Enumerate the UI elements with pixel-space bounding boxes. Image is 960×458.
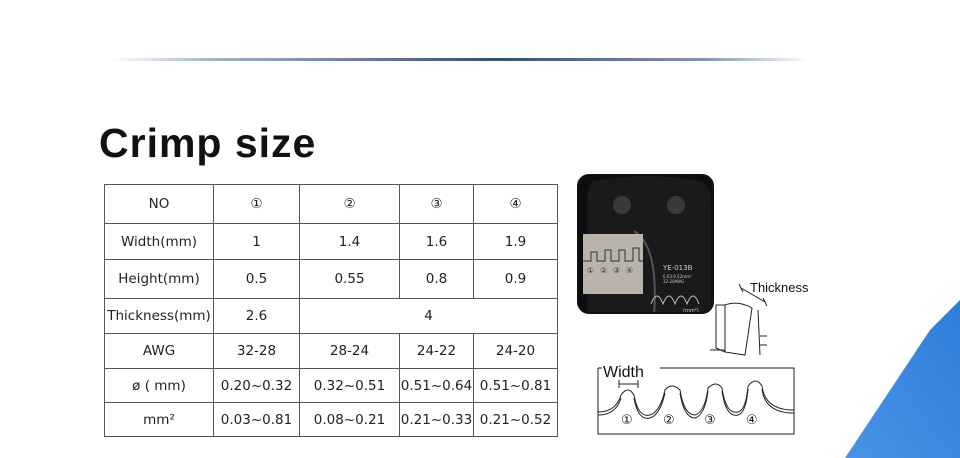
cell: 0.51~0.64	[399, 368, 474, 403]
table-header-row: NO ① ② ③ ④	[104, 184, 558, 224]
header-cell: ④	[473, 184, 558, 224]
cell: 0.32~0.51	[299, 368, 400, 403]
row-label: Height(mm)	[104, 259, 214, 299]
cell: 0.9	[473, 259, 558, 299]
cell: 24-22	[399, 333, 474, 369]
page-title: Crimp size	[99, 120, 317, 166]
table-row: ø ( mm) 0.20~0.32 0.32~0.51 0.51~0.64 0.…	[104, 368, 558, 403]
table-row: mm² 0.03~0.81 0.08~0.21 0.21~0.33 0.21~0…	[104, 402, 558, 437]
unit-label: (mm²)	[683, 308, 699, 314]
header-divider	[110, 58, 810, 61]
cell: 0.51~0.81	[473, 368, 558, 403]
die-mark: ①	[587, 266, 594, 275]
cell: 0.03~0.81	[213, 402, 300, 437]
table-row: Height(mm) 0.5 0.55 0.8 0.9	[104, 259, 558, 299]
cell: 24-20	[473, 333, 558, 369]
cell: 0.5	[213, 259, 300, 299]
cell: 0.21~0.52	[473, 402, 558, 437]
spec-label: 32-20AWG	[663, 279, 684, 284]
die-mark: ②	[663, 413, 675, 428]
crimp-size-table: NO ① ② ③ ④ Width(mm) 1 1.4 1.6 1.9 Heigh…	[104, 184, 558, 437]
model-label: YE-013B	[662, 264, 693, 272]
cell: 32-28	[213, 333, 300, 369]
cell: 2.6	[213, 298, 300, 334]
cell: 1.9	[473, 223, 558, 260]
die-mark: ④	[746, 413, 758, 428]
cell: 0.08~0.21	[299, 402, 400, 437]
die-mark: ①	[621, 413, 633, 428]
row-label: Width(mm)	[104, 223, 214, 260]
row-label: ø ( mm)	[104, 368, 214, 403]
cell: 4	[299, 298, 558, 334]
crimp-tool-photo: ① ② ③ ④ YE-013B 0.03-0.52mm² 32-20AWG (m…	[577, 174, 714, 314]
thickness-label: Thickness	[750, 280, 809, 295]
cell: 0.20~0.32	[213, 368, 300, 403]
row-label: Thickness(mm)	[104, 298, 214, 334]
cell: 28-24	[299, 333, 400, 369]
cell: 0.8	[399, 259, 474, 299]
width-label: Width	[603, 364, 644, 381]
table-row: AWG 32-28 28-24 24-22 24-20	[104, 333, 558, 369]
die-mark: ④	[626, 266, 633, 275]
cell: 0.21~0.33	[399, 402, 474, 437]
spec-label: 0.03-0.52mm²	[663, 274, 692, 279]
header-cell: NO	[104, 184, 214, 224]
die-mark: ②	[600, 266, 607, 275]
table-row: Thickness(mm) 2.6 4	[104, 298, 558, 334]
die-mark: ③	[613, 266, 620, 275]
die-mark: ③	[704, 413, 716, 428]
